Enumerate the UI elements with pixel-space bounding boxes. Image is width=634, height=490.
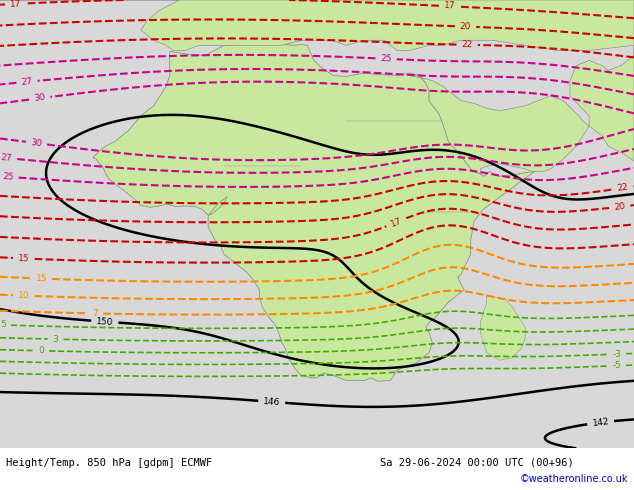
Text: 5: 5 [0, 320, 6, 330]
Text: 146: 146 [263, 397, 281, 407]
Text: 30: 30 [30, 138, 43, 148]
Text: 22: 22 [462, 40, 473, 49]
Text: 15: 15 [18, 254, 30, 263]
Polygon shape [570, 0, 634, 161]
Text: ©weatheronline.co.uk: ©weatheronline.co.uk [519, 474, 628, 484]
Text: 25: 25 [380, 54, 392, 64]
Polygon shape [410, 75, 589, 174]
Polygon shape [481, 294, 525, 360]
Text: Height/Temp. 850 hPa [gdpm] ECMWF: Height/Temp. 850 hPa [gdpm] ECMWF [6, 458, 212, 468]
Text: 27: 27 [1, 153, 13, 163]
Text: -5: -5 [612, 361, 621, 370]
Text: 150: 150 [96, 317, 113, 327]
Text: 142: 142 [592, 417, 610, 428]
Text: 10: 10 [18, 291, 30, 300]
Text: 17: 17 [10, 0, 22, 9]
Text: 0: 0 [38, 346, 44, 355]
Text: 17: 17 [389, 216, 403, 229]
Text: 20: 20 [614, 202, 626, 212]
Polygon shape [0, 0, 634, 50]
Text: 22: 22 [617, 183, 629, 193]
Text: -3: -3 [612, 349, 621, 359]
Text: 27: 27 [21, 77, 33, 87]
Text: 15: 15 [36, 274, 47, 283]
Text: 7: 7 [93, 309, 98, 318]
Text: 17: 17 [444, 1, 456, 11]
Text: Sa 29-06-2024 00:00 UTC (00+96): Sa 29-06-2024 00:00 UTC (00+96) [380, 458, 574, 468]
Polygon shape [93, 44, 534, 381]
Text: 25: 25 [2, 172, 14, 182]
Text: 30: 30 [34, 93, 46, 103]
Text: 20: 20 [460, 22, 472, 31]
Text: 3: 3 [53, 335, 58, 344]
